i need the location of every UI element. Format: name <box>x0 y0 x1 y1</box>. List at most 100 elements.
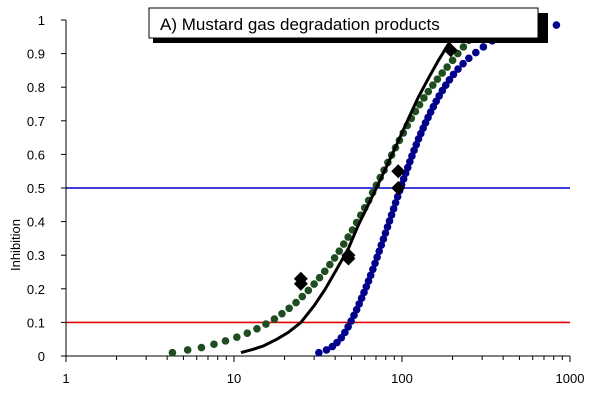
data-point <box>355 300 363 308</box>
data-point <box>408 152 416 160</box>
data-point <box>344 233 352 241</box>
x-tick-label: 100 <box>391 371 413 386</box>
title-box-frame <box>148 7 539 39</box>
data-point <box>253 324 261 333</box>
y-tick-label: 0.4 <box>27 215 45 230</box>
data-point <box>459 59 467 68</box>
data-point-diamond <box>391 181 406 195</box>
y-tick-label: 0 <box>38 349 45 364</box>
x-tick-label: 1000 <box>556 371 585 386</box>
data-point <box>197 343 206 352</box>
data-point <box>393 192 402 201</box>
series-layer <box>168 18 561 357</box>
data-point <box>221 337 230 345</box>
series-1 <box>315 21 561 357</box>
data-point <box>341 328 349 337</box>
data-point <box>270 315 279 323</box>
data-point <box>330 254 339 262</box>
data-point-diamond <box>391 164 406 179</box>
data-point <box>168 348 177 357</box>
data-point <box>326 260 334 269</box>
series-3 <box>240 18 473 355</box>
y-tick-label: 0.2 <box>27 282 45 297</box>
data-point <box>322 346 331 354</box>
data-point <box>389 205 398 213</box>
data-point <box>399 175 408 183</box>
data-point <box>443 63 451 71</box>
data-point <box>304 286 313 295</box>
y-tick-label: 1 <box>38 13 45 28</box>
data-point <box>459 43 468 51</box>
data-point <box>465 54 473 63</box>
data-point <box>375 247 384 255</box>
y-tick-label: 0.1 <box>27 315 45 330</box>
data-point <box>441 81 450 89</box>
data-point <box>360 288 368 297</box>
data-point <box>310 280 318 288</box>
data-point <box>320 267 329 276</box>
data-point <box>383 223 392 231</box>
data-point <box>210 340 218 349</box>
data-point <box>183 346 192 354</box>
data-point <box>379 235 388 243</box>
data-point <box>406 157 414 166</box>
data-point <box>364 277 373 285</box>
x-tick-label: 1 <box>62 371 69 386</box>
chart-title: A) Mustard gas degradation products <box>160 15 440 34</box>
y-tick-label: 0.6 <box>27 147 45 162</box>
data-point <box>479 43 488 51</box>
data-point <box>366 271 375 280</box>
data-point <box>381 229 390 237</box>
reference-lines <box>66 187 570 324</box>
data-point <box>454 65 462 73</box>
y-tick-label: 0.3 <box>27 248 45 263</box>
data-point <box>424 87 433 96</box>
data-point <box>315 348 323 357</box>
data-point <box>377 241 386 249</box>
data-point <box>472 48 480 57</box>
data-point <box>292 298 300 307</box>
data-point <box>371 259 379 268</box>
data-point <box>337 334 346 342</box>
data-point <box>344 322 352 331</box>
data-point <box>387 211 396 219</box>
data-point <box>433 75 442 83</box>
data-point <box>335 247 344 255</box>
data-point <box>438 69 447 77</box>
data-point <box>315 273 324 282</box>
y-tick-label: 0.8 <box>27 80 45 95</box>
data-point <box>428 81 437 89</box>
data-point <box>420 94 428 102</box>
y-axis-label: Inhibition <box>8 219 23 271</box>
data-point <box>339 240 348 248</box>
data-point <box>391 198 400 207</box>
data-point <box>357 294 366 303</box>
x-tick-label: 10 <box>227 371 241 386</box>
y-tick-label: 0.9 <box>27 47 45 62</box>
series-0 <box>168 36 473 357</box>
series-2 <box>293 43 458 291</box>
y-tick-label: 0.5 <box>27 181 45 196</box>
data-point <box>362 282 371 291</box>
data-point <box>243 329 252 337</box>
data-point <box>285 304 293 313</box>
data-point <box>278 309 286 318</box>
data-point <box>347 317 355 325</box>
y-tick-label: 0.7 <box>27 114 45 129</box>
data-point <box>412 140 421 149</box>
fit-curve <box>240 18 473 355</box>
data-point <box>352 305 361 314</box>
data-point <box>369 265 377 274</box>
data-point <box>449 70 458 79</box>
data-point <box>373 253 381 262</box>
ticks: 0 0.1 0.2 0.3 0.4 0.5 0.6 0.7 0.8 0.9 1 1 10 100 1000 <box>27 13 585 386</box>
data-point <box>385 217 394 225</box>
data-point <box>445 76 454 84</box>
data-point-diamond <box>293 271 308 286</box>
data-point <box>298 292 307 301</box>
data-point <box>448 56 457 65</box>
data-point <box>403 163 412 172</box>
title-box: A) Mustard gas degradation products <box>148 7 548 43</box>
data-point <box>415 100 424 109</box>
